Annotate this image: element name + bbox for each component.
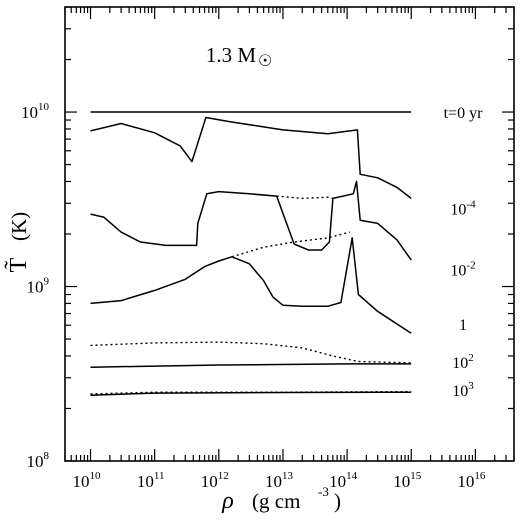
series-line [90, 237, 412, 334]
x-tick-label-exponent: 12 [218, 470, 229, 482]
x-axis-unit-close: ) [334, 489, 341, 513]
x-tick-label-exponent: 16 [474, 470, 486, 482]
y-axis-label-symbol: T̃ [4, 257, 32, 272]
x-tick-label: 1012 [201, 470, 229, 491]
y-tick-label: 1010 [21, 101, 50, 122]
series-line [90, 391, 412, 397]
curve-label-exponent: 3 [468, 380, 474, 392]
x-axis-unit-exponent: -3 [318, 484, 329, 499]
x-tick-label-exponent: 15 [410, 470, 422, 482]
x-tick-label: 1011 [137, 470, 165, 491]
x-tick-label-exponent: 10 [90, 470, 102, 482]
curve-label: 103 [452, 380, 474, 400]
curve-label: 10-2 [450, 260, 475, 280]
x-tick-label: 1013 [265, 470, 294, 491]
y-tick-label-exponent: 9 [44, 276, 50, 288]
x-axis-unit: (g cm [252, 489, 300, 513]
x-tick-label: 1015 [393, 470, 422, 491]
series-line [90, 180, 412, 261]
x-tick-label-exponent: 13 [282, 470, 294, 482]
curve-label-exponent: 2 [468, 352, 474, 364]
series-line [276, 195, 334, 200]
x-tick-label-exponent: 14 [346, 470, 358, 482]
x-tick-label: 1016 [457, 470, 486, 491]
x-tick-label: 1014 [329, 470, 358, 491]
curve-label: 10-4 [450, 199, 476, 219]
curve-label: 1 [459, 317, 467, 334]
y-tick-label-exponent: 8 [44, 450, 50, 462]
series-line [231, 231, 350, 258]
curve-label-exponent: -4 [466, 199, 476, 211]
y-tick-label: 108 [27, 450, 50, 471]
chart-title-symbol: ☉ [258, 53, 272, 70]
curve-label-exponent: -2 [466, 260, 475, 272]
y-axis-unit: (K) [7, 212, 31, 241]
series-line [90, 363, 412, 368]
y-tick-label: 109 [27, 276, 50, 297]
curve-label: 102 [452, 352, 474, 372]
curve-label: t=0 yr [444, 105, 483, 122]
series-line [90, 341, 412, 364]
x-tick-label: 1010 [73, 470, 102, 491]
y-tick-label-exponent: 10 [38, 101, 50, 113]
chart-title: 1.3 M [206, 43, 257, 67]
series-line [90, 116, 412, 199]
x-axis-label-symbol: ρ [221, 488, 234, 514]
x-tick-label-exponent: 11 [154, 470, 165, 482]
